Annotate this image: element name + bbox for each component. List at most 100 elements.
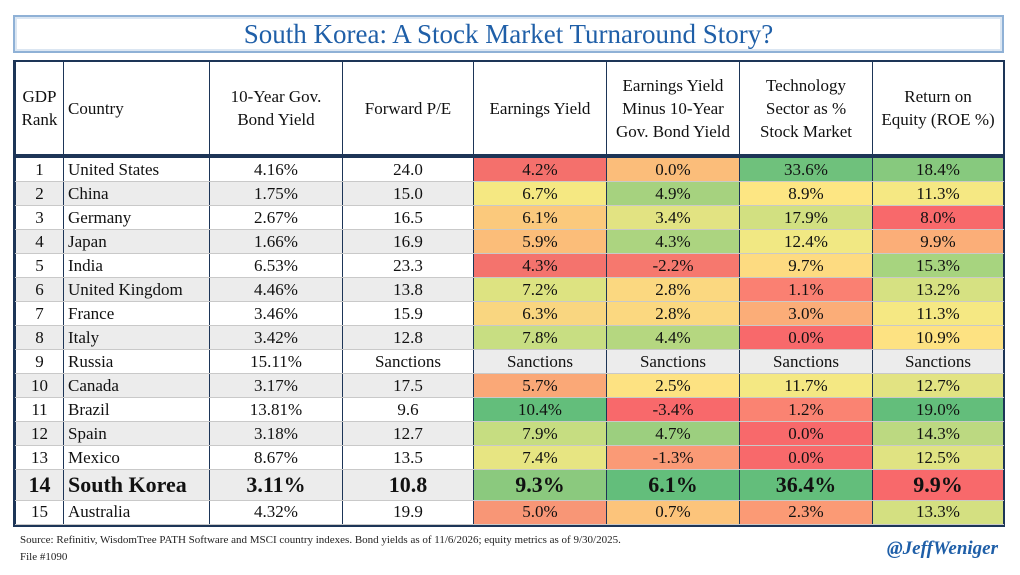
table-row: 3 Germany 2.67% 16.5 6.1% 3.4% 17.9% 8.0% <box>15 205 1004 231</box>
cell-spread: 4.4% <box>606 325 740 351</box>
cell-spread: 4.9% <box>606 181 740 207</box>
cell-pe: 16.9 <box>342 229 474 255</box>
chart-title: South Korea: A Stock Market Turnaround S… <box>243 18 774 49</box>
cell-country: Mexico <box>63 445 210 471</box>
table-row: 15 Australia 4.32% 19.9 5.0% 0.7% 2.3% 13.3% <box>15 500 1004 526</box>
table-row: 7 France 3.46% 15.9 6.3% 2.8% 3.0% 11.3% <box>15 301 1004 327</box>
cell-rank: 10 <box>15 373 64 399</box>
cell-tech: 36.4% <box>739 469 873 501</box>
cell-roe: 12.5% <box>872 445 1004 471</box>
cell-roe: 8.0% <box>872 205 1004 231</box>
cell-pe: 24.0 <box>342 156 474 183</box>
cell-roe: 13.3% <box>872 500 1004 526</box>
cell-country: Italy <box>63 325 210 351</box>
cell-ey: 5.7% <box>473 373 607 399</box>
header-earnings-yield: Earnings Yield <box>473 62 607 158</box>
cell-spread: 2.8% <box>606 301 740 327</box>
cell-roe: Sanctions <box>872 349 1004 375</box>
cell-spread: 0.7% <box>606 500 740 526</box>
cell-rank: 11 <box>15 397 64 423</box>
table-row: 10 Canada 3.17% 17.5 5.7% 2.5% 11.7% 12.7% <box>15 373 1004 399</box>
cell-country: Brazil <box>63 397 210 423</box>
cell-rank: 14 <box>15 469 64 501</box>
header-forward-pe: Forward P/E <box>342 62 474 158</box>
cell-country: Spain <box>63 421 210 447</box>
source-note: Source: Refinitiv, WisdomTree PATH Softw… <box>20 534 621 546</box>
cell-tech: 8.9% <box>739 181 873 207</box>
cell-roe: 9.9% <box>872 229 1004 255</box>
cell-tech: 0.0% <box>739 445 873 471</box>
cell-country: Japan <box>63 229 210 255</box>
cell-ey: 9.3% <box>473 469 607 501</box>
cell-spread: 4.7% <box>606 421 740 447</box>
cell-spread: 3.4% <box>606 205 740 231</box>
header-tech-sector: Technology Sector as % Stock Market <box>739 62 873 158</box>
table-row: 13 Mexico 8.67% 13.5 7.4% -1.3% 0.0% 12.5% <box>15 445 1004 471</box>
cell-roe: 11.3% <box>872 181 1004 207</box>
cell-ey: 6.7% <box>473 181 607 207</box>
cell-tech: 17.9% <box>739 205 873 231</box>
cell-bond: 4.16% <box>209 156 343 183</box>
cell-country: United Kingdom <box>63 277 210 303</box>
cell-pe: 15.9 <box>342 301 474 327</box>
cell-pe: 19.9 <box>342 500 474 526</box>
data-table: GDP Rank Country 10-Year Gov. Bond Yield F… <box>15 62 1004 526</box>
cell-spread: -2.2% <box>606 253 740 279</box>
table-body: 1 United States 4.16% 24.0 4.2% 0.0% 33.6% 18.4… <box>15 156 1004 526</box>
author-handle[interactable]: @JeffWeniger <box>886 538 998 559</box>
cell-rank: 9 <box>15 349 64 375</box>
cell-bond: 6.53% <box>209 253 343 279</box>
cell-rank: 13 <box>15 445 64 471</box>
table-row: 5 India 6.53% 23.3 4.3% -2.2% 9.7% 15.3% <box>15 253 1004 279</box>
cell-bond: 15.11% <box>209 349 343 375</box>
cell-roe: 18.4% <box>872 156 1004 183</box>
cell-pe: 15.0 <box>342 181 474 207</box>
cell-ey: Sanctions <box>473 349 607 375</box>
cell-pe: 13.5 <box>342 445 474 471</box>
cell-pe: 17.5 <box>342 373 474 399</box>
cell-spread: Sanctions <box>606 349 740 375</box>
cell-roe: 15.3% <box>872 253 1004 279</box>
cell-tech: 0.0% <box>739 421 873 447</box>
cell-rank: 3 <box>15 205 64 231</box>
cell-tech: 11.7% <box>739 373 873 399</box>
cell-rank: 15 <box>15 500 64 526</box>
title-box: South Korea: A Stock Market Turnaround S… <box>13 15 1004 53</box>
cell-rank: 12 <box>15 421 64 447</box>
cell-tech: Sanctions <box>739 349 873 375</box>
cell-ey: 7.4% <box>473 445 607 471</box>
header-yield-spread: Earnings Yield Minus 10-Year Gov. Bond Yie… <box>606 62 740 158</box>
file-number: File #1090 <box>20 551 68 563</box>
cell-rank: 8 <box>15 325 64 351</box>
header-roe: Return on Equity (ROE %) <box>872 62 1004 158</box>
cell-ey: 7.9% <box>473 421 607 447</box>
cell-rank: 2 <box>15 181 64 207</box>
cell-tech: 1.1% <box>739 277 873 303</box>
cell-spread: 4.3% <box>606 229 740 255</box>
cell-roe: 11.3% <box>872 301 1004 327</box>
cell-roe: 13.2% <box>872 277 1004 303</box>
table-row: 8 Italy 3.42% 12.8 7.8% 4.4% 0.0% 10.9% <box>15 325 1004 351</box>
table-row: 12 Spain 3.18% 12.7 7.9% 4.7% 0.0% 14.3% <box>15 421 1004 447</box>
cell-ey: 10.4% <box>473 397 607 423</box>
cell-rank: 1 <box>15 156 64 183</box>
cell-pe: 10.8 <box>342 469 474 501</box>
cell-rank: 4 <box>15 229 64 255</box>
cell-country: Canada <box>63 373 210 399</box>
cell-tech: 12.4% <box>739 229 873 255</box>
cell-spread: -1.3% <box>606 445 740 471</box>
cell-tech: 2.3% <box>739 500 873 526</box>
cell-country: South Korea <box>63 469 210 501</box>
cell-bond: 3.18% <box>209 421 343 447</box>
cell-tech: 9.7% <box>739 253 873 279</box>
table-row: 14 South Korea 3.11% 10.8 9.3% 6.1% 36.4% 9.9% <box>15 469 1004 501</box>
cell-bond: 4.46% <box>209 277 343 303</box>
header-row: GDP Rank Country 10-Year Gov. Bond Yield F… <box>15 62 1004 158</box>
cell-bond: 3.11% <box>209 469 343 501</box>
cell-bond: 1.75% <box>209 181 343 207</box>
cell-roe: 19.0% <box>872 397 1004 423</box>
cell-tech: 33.6% <box>739 156 873 183</box>
cell-country: Russia <box>63 349 210 375</box>
cell-country: Germany <box>63 205 210 231</box>
cell-country: Australia <box>63 500 210 526</box>
